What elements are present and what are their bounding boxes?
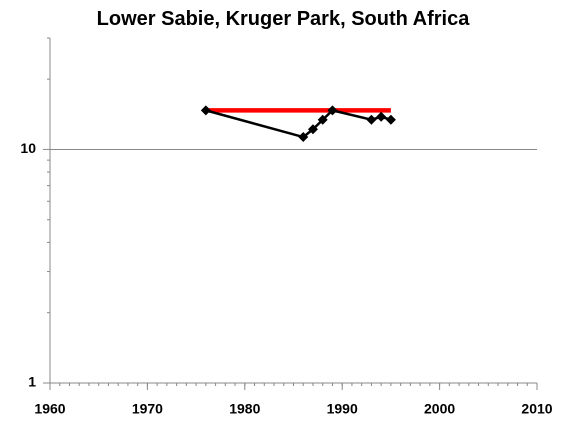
point: [200, 105, 211, 116]
y-tick-label: 10: [20, 140, 36, 156]
x-tick-label: 1970: [132, 401, 163, 417]
x-tick-label: 1990: [327, 401, 358, 417]
point: [376, 111, 387, 122]
point: [307, 124, 318, 135]
x-tick-label: 2000: [424, 401, 455, 417]
point: [327, 105, 338, 116]
point: [366, 114, 377, 125]
chart-title: Lower Sabie, Kruger Park, South Africa: [96, 8, 470, 30]
x-tick-label: 1980: [229, 401, 260, 417]
point: [385, 114, 396, 125]
x-tick-label: 1960: [34, 401, 65, 417]
x-tick-label: 2010: [521, 401, 552, 417]
point: [298, 132, 309, 143]
series-line: [205, 108, 392, 139]
point: [317, 114, 328, 125]
y-tick-label: 1: [28, 374, 36, 390]
